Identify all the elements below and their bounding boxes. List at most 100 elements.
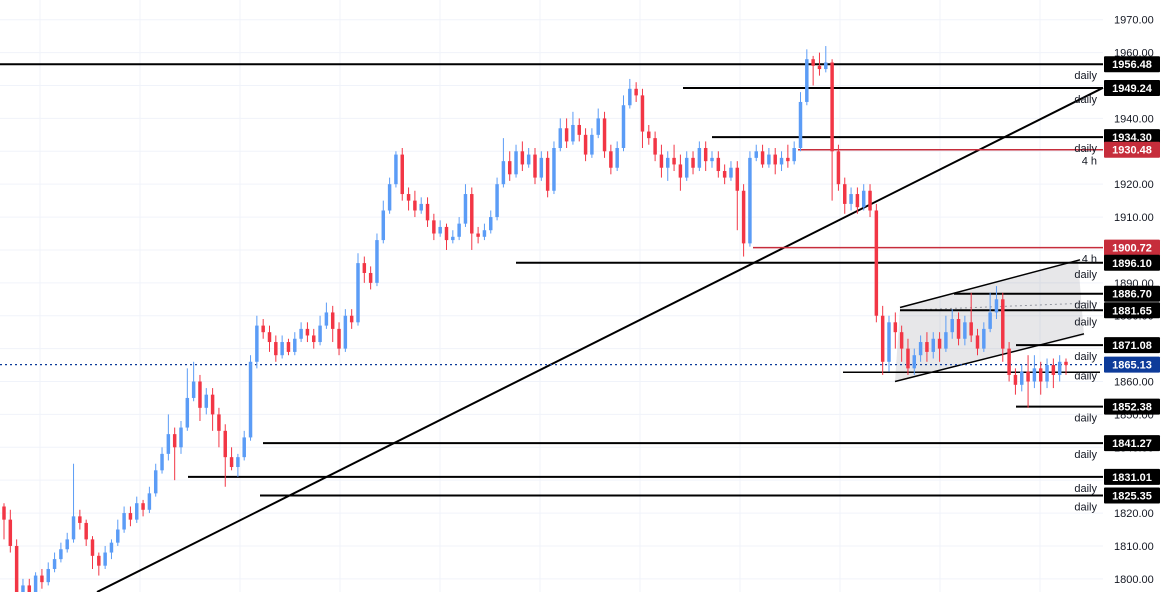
candle bbox=[1032, 355, 1037, 389]
candle bbox=[754, 144, 758, 162]
price-tag-label: 1871.08 bbox=[1112, 340, 1152, 352]
candle-body bbox=[147, 493, 152, 510]
candle bbox=[583, 128, 588, 162]
candle bbox=[482, 223, 487, 241]
candle bbox=[735, 161, 740, 231]
candle-body bbox=[248, 361, 253, 438]
candle-body bbox=[343, 315, 348, 349]
candle bbox=[672, 144, 676, 172]
candle bbox=[109, 539, 114, 560]
price-tag: 1896.10 bbox=[1104, 254, 1160, 271]
candle bbox=[805, 49, 809, 106]
candle-body bbox=[413, 200, 417, 211]
y-tick-label: 1910.00 bbox=[1114, 212, 1154, 224]
candle bbox=[792, 141, 796, 165]
candle bbox=[267, 325, 272, 352]
candle-body bbox=[419, 203, 423, 211]
candle bbox=[463, 184, 468, 227]
candle-body bbox=[982, 328, 986, 349]
candle-body bbox=[293, 338, 297, 352]
candle bbox=[160, 447, 164, 474]
timeframe-label: daily bbox=[1074, 269, 1097, 281]
price-tag-label: 1865.13 bbox=[1112, 360, 1152, 372]
price-tag-label: 1930.48 bbox=[1112, 145, 1152, 157]
candle-body bbox=[482, 230, 487, 237]
candle bbox=[84, 519, 88, 546]
candle bbox=[994, 286, 999, 320]
candle bbox=[1026, 355, 1030, 408]
candle-body bbox=[735, 167, 740, 191]
candle-body bbox=[937, 338, 942, 349]
candle bbox=[988, 292, 992, 333]
trendlines bbox=[96, 86, 1104, 592]
timeframe-label: daily bbox=[1074, 351, 1097, 363]
candle-body bbox=[994, 299, 999, 313]
price-tag: 1956.48 bbox=[1104, 56, 1160, 73]
candle bbox=[286, 338, 291, 356]
candle bbox=[653, 131, 657, 162]
candle-body bbox=[242, 437, 246, 458]
candle-body bbox=[615, 148, 619, 168]
timeframe-label: daily bbox=[1074, 143, 1097, 155]
candle-body bbox=[236, 457, 240, 468]
candle-body bbox=[191, 381, 196, 398]
candle-body bbox=[874, 210, 879, 316]
price-tag: 1881.65 bbox=[1104, 302, 1160, 319]
candle bbox=[103, 545, 107, 569]
candle-body bbox=[425, 203, 430, 221]
candle bbox=[210, 388, 215, 431]
candle-body bbox=[438, 226, 442, 234]
candle-body bbox=[337, 328, 341, 349]
candle-body bbox=[476, 233, 480, 237]
candle-body bbox=[198, 381, 202, 408]
price-tag-label: 1886.70 bbox=[1112, 289, 1152, 301]
candle-body bbox=[609, 151, 613, 168]
candle-body bbox=[1001, 299, 1005, 349]
candle bbox=[470, 187, 474, 250]
candle-body bbox=[887, 322, 891, 362]
candle-body bbox=[463, 194, 468, 224]
candle bbox=[432, 213, 436, 241]
candle-body bbox=[324, 312, 329, 326]
candle-body bbox=[65, 539, 69, 550]
candle-body bbox=[1007, 348, 1011, 375]
candle bbox=[975, 328, 980, 356]
price-tag: 1930.48 bbox=[1104, 141, 1160, 158]
candle bbox=[255, 315, 259, 369]
candle bbox=[514, 144, 518, 178]
candle bbox=[229, 447, 234, 471]
y-tick-label: 1970.00 bbox=[1114, 15, 1154, 27]
candle-body bbox=[507, 161, 512, 175]
timeframe-label: daily bbox=[1074, 70, 1097, 82]
price-tag: 1841.27 bbox=[1104, 435, 1160, 452]
candle bbox=[204, 388, 209, 415]
candle bbox=[59, 542, 63, 563]
candle bbox=[356, 253, 360, 326]
price-tag-bg bbox=[1104, 337, 1160, 354]
candle bbox=[868, 184, 872, 218]
price-tags: 1956.48 daily 1949.24 daily 1934.30 daily 1930… bbox=[1074, 56, 1160, 513]
price-tag: 1831.01 bbox=[1104, 468, 1160, 485]
candle-body bbox=[153, 470, 158, 494]
candle-body bbox=[394, 154, 398, 185]
candle-body bbox=[368, 272, 373, 283]
candle bbox=[590, 128, 594, 158]
candle bbox=[729, 161, 733, 181]
candle bbox=[305, 322, 310, 343]
timeframe-label: 4 h bbox=[1082, 254, 1097, 266]
candle-body bbox=[21, 585, 25, 592]
level-lines bbox=[0, 63, 1103, 497]
candle-body bbox=[722, 171, 727, 178]
candle-body bbox=[741, 190, 746, 244]
candle-body bbox=[78, 516, 82, 523]
candle bbox=[293, 332, 297, 356]
price-tag-label: 1956.48 bbox=[1112, 59, 1152, 71]
candle bbox=[97, 552, 101, 576]
candle bbox=[760, 144, 765, 168]
candle bbox=[198, 374, 202, 421]
candle bbox=[640, 88, 645, 148]
candle-body bbox=[116, 529, 120, 543]
candle bbox=[849, 187, 853, 211]
candle-body bbox=[666, 157, 670, 168]
candle-body bbox=[451, 236, 455, 241]
